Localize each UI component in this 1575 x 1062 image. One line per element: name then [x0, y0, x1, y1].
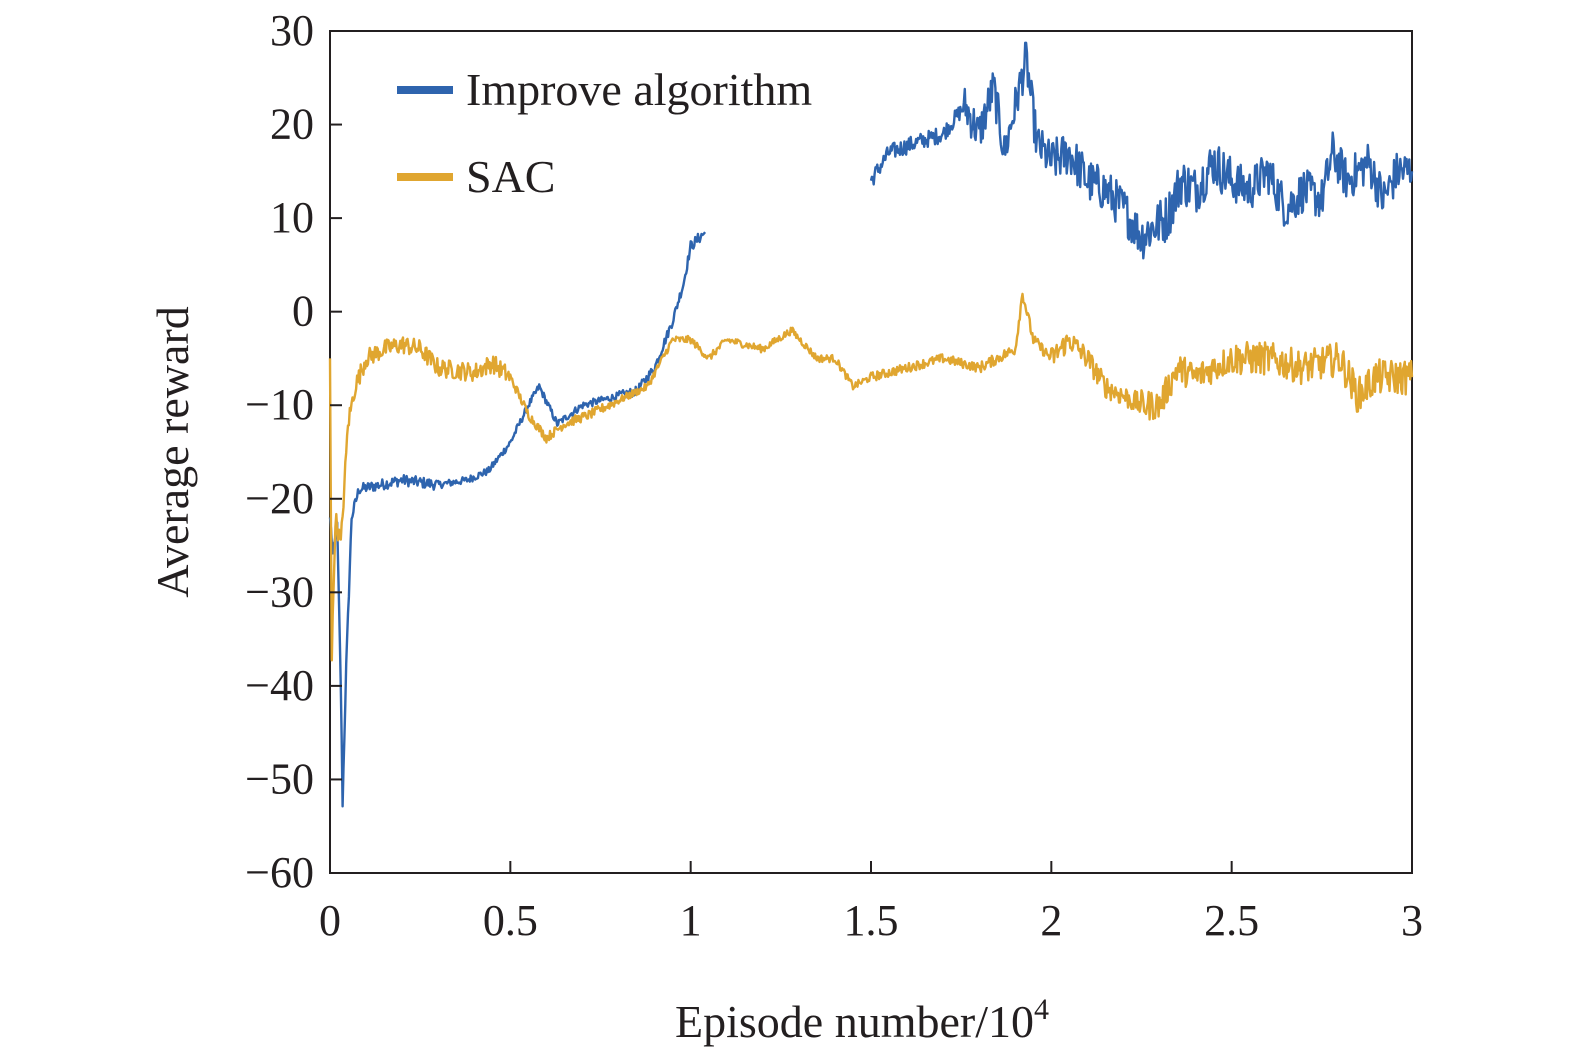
x-tick-label: 2.5 [1204, 896, 1259, 945]
series-improve-algorithm-line-segment-1 [869, 41, 1414, 260]
y-axis-title: Average reward [147, 306, 198, 598]
legend-label-improve: Improve algorithm [466, 64, 812, 115]
x-tick-label: 3 [1401, 896, 1423, 945]
y-tick-label: 0 [292, 287, 314, 336]
legend-label-sac: SAC [466, 151, 555, 202]
y-tick-label: −60 [245, 848, 314, 897]
x-axis-title-main: Episode number/10 [675, 996, 1034, 1047]
y-tick-label: −40 [245, 661, 314, 710]
x-axis-title-exponent: 4 [1034, 993, 1049, 1026]
series-improve-algorithm-line-segment-0 [328, 231, 707, 808]
series-sac-line-segment-0 [328, 292, 1414, 662]
legend: Improve algorithm SAC [397, 64, 812, 202]
x-tick-label: 0 [319, 896, 341, 945]
y-tick-label: −30 [245, 567, 314, 616]
series-layer [328, 41, 1414, 808]
y-tick-label: 30 [270, 6, 314, 55]
y-tick-label: −20 [245, 474, 314, 523]
x-tick-label: 0.5 [483, 896, 538, 945]
y-tick-label: 10 [270, 193, 314, 242]
x-tick-label: 2 [1040, 896, 1062, 945]
plot-frame [329, 30, 1413, 874]
y-tick-label: −50 [245, 754, 314, 803]
y-tick-label: −10 [245, 380, 314, 429]
x-tick-label: 1.5 [844, 896, 899, 945]
y-tick-label: 20 [270, 100, 314, 149]
x-axis-title: Episode number/104 [675, 993, 1049, 1047]
x-tick-label: 1 [680, 896, 702, 945]
